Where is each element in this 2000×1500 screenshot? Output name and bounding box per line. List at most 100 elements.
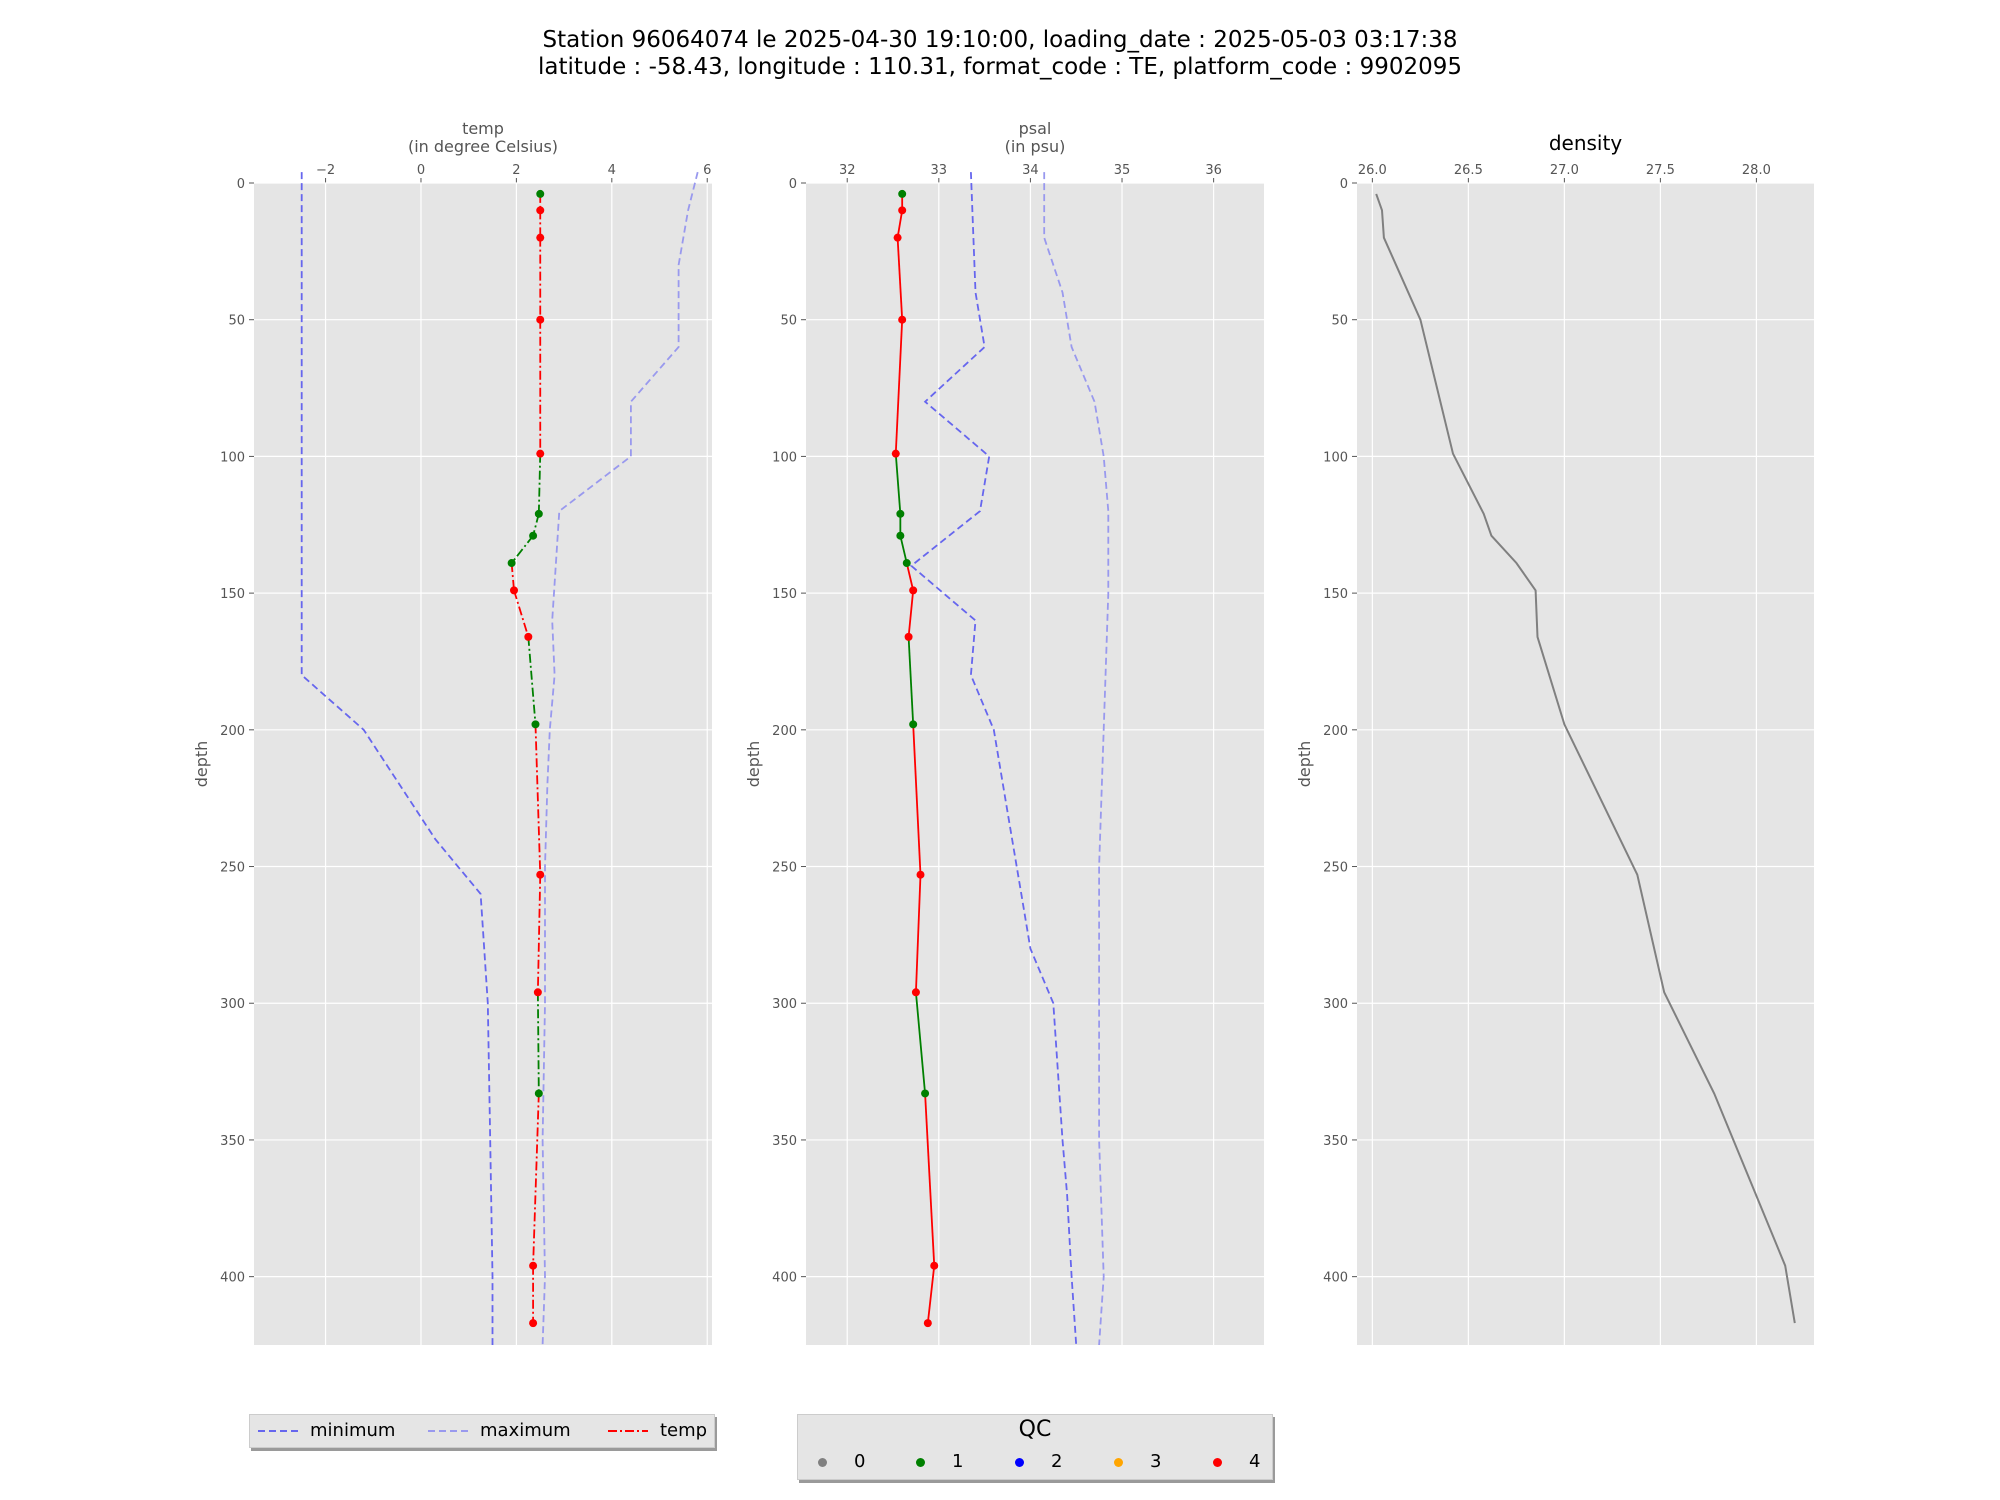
psal-data-point [893, 233, 902, 242]
qc-1-marker [916, 1458, 925, 1467]
qc-legend-title: QC [1018, 1417, 1052, 1442]
psal-maximum-line [1043, 172, 1110, 1346]
temp-axis-title: temp [462, 119, 504, 138]
psal-data-point [930, 1261, 939, 1270]
temp-data-point [524, 632, 533, 641]
series-legend: minimum maximum temp [249, 1414, 715, 1448]
psal-xtick-label: 36 [1205, 163, 1222, 178]
psal-axis-unit: (in psu) [1005, 137, 1066, 156]
temp-data-point [536, 189, 545, 198]
density-ytick-label: 100 [1323, 450, 1348, 465]
psal-data-point [898, 315, 907, 324]
temp-data-point [536, 870, 545, 879]
temp-xtick-label: −2 [316, 163, 335, 178]
temp-data-point [533, 988, 542, 997]
qc-label-1: 1 [952, 1451, 964, 1472]
minimum-line-swatch [258, 1430, 298, 1432]
temp-data-point [534, 1089, 543, 1098]
psal-data-point [909, 720, 918, 729]
temp-profile-segment [537, 453, 542, 514]
temp-ytick-label: 100 [220, 450, 245, 465]
temp-profile-segment [510, 535, 534, 564]
psal-data-point [909, 586, 918, 595]
temp-xtick-label: 4 [608, 163, 616, 178]
density-ytick-label: 400 [1323, 1271, 1348, 1286]
qc-label-0: 0 [854, 1451, 866, 1472]
psal-profile-segment [899, 535, 908, 564]
temp-axis-unit: (in degree Celsius) [408, 137, 558, 156]
temp-line-swatch [608, 1430, 648, 1432]
qc-label-3: 3 [1150, 1451, 1162, 1472]
psal-data-point [904, 632, 913, 641]
temp-xtick-label: 2 [512, 163, 520, 178]
qc-0-marker [818, 1458, 827, 1467]
psal-ytick-label: 150 [772, 587, 797, 602]
density-ytick-label: 50 [1331, 314, 1348, 329]
temp-ytick-label: 200 [220, 724, 245, 739]
psal-data-point [898, 189, 907, 198]
psal-profile-segment [907, 590, 915, 637]
psal-data-point [896, 531, 905, 540]
qc-legend: QC 0 1 2 3 4 [797, 1414, 1273, 1480]
temp-profile-segment [534, 724, 542, 875]
density-ytick-label: 300 [1323, 997, 1348, 1012]
psal-data-point [921, 1089, 930, 1098]
psal-xtick-label: 35 [1114, 163, 1131, 178]
temp-ytick-label: 0 [237, 177, 245, 192]
qc-label-4: 4 [1249, 1451, 1261, 1472]
density-xtick-label: 27.0 [1550, 163, 1579, 178]
temp-data-point [510, 586, 519, 595]
psal-data-point [891, 449, 900, 458]
psal-ytick-label: 400 [772, 1271, 797, 1286]
psal-profile-segment [915, 874, 922, 993]
psal-data-point [911, 988, 920, 997]
temp-profile-segment [536, 874, 542, 993]
psal-ytick-label: 300 [772, 997, 797, 1012]
psal-profile-segment [924, 1093, 936, 1266]
psal-xtick-label: 33 [931, 163, 948, 178]
temp-profile-segment [527, 636, 537, 725]
density-xtick-label: 26.5 [1454, 163, 1483, 178]
temp-data-point [507, 559, 516, 568]
psal-data-point [916, 870, 925, 879]
psal-profile-segment [896, 237, 904, 320]
psal-ytick-label: 250 [772, 861, 797, 876]
psal-profile-segment [896, 210, 904, 238]
temp-ytick-label: 400 [220, 1271, 245, 1286]
psal-axis-title: psal [1019, 119, 1052, 138]
temp-profile-segment [513, 590, 530, 638]
psal-profile-segment [915, 992, 926, 1094]
temp-profile-segment [510, 562, 515, 591]
density-ylabel: depth [1295, 741, 1314, 788]
psal-ylabel: depth [744, 741, 763, 788]
density-xtick-label: 26.0 [1358, 163, 1387, 178]
chart-title-line2: latitude : -58.43, longitude : 110.31, f… [538, 54, 1462, 80]
temp-data-point [531, 720, 540, 729]
temp-ytick-label: 50 [228, 314, 245, 329]
temp-data-point [536, 206, 545, 215]
legend-label-temp: temp [660, 1420, 708, 1441]
temp-minimum-line [300, 172, 494, 1345]
density-xtick-label: 27.5 [1646, 163, 1675, 178]
temp-maximum-line [541, 171, 699, 1346]
density-ytick-label: 150 [1323, 587, 1348, 602]
psal-profile-segment [894, 453, 902, 514]
psal-ytick-label: 0 [789, 177, 797, 192]
temp-data-point [534, 509, 543, 518]
temp-data-point [529, 531, 538, 540]
psal-ytick-label: 100 [772, 450, 797, 465]
temp-data-point [536, 315, 545, 324]
psal-profile-segment [894, 319, 904, 454]
density-ytick-label: 0 [1340, 177, 1348, 192]
density-ytick-label: 200 [1323, 724, 1348, 739]
temp-ytick-label: 350 [220, 1134, 245, 1149]
temp-ytick-label: 300 [220, 997, 245, 1012]
temp-ylabel: depth [192, 741, 211, 788]
psal-ytick-label: 350 [772, 1134, 797, 1149]
temp-xtick-label: 0 [417, 163, 425, 178]
legend-label-maximum: maximum [480, 1420, 571, 1441]
temp-ytick-label: 150 [220, 587, 245, 602]
psal-profile-segment [905, 562, 915, 591]
psal-xtick-label: 32 [839, 163, 856, 178]
psal-data-point [902, 559, 911, 568]
